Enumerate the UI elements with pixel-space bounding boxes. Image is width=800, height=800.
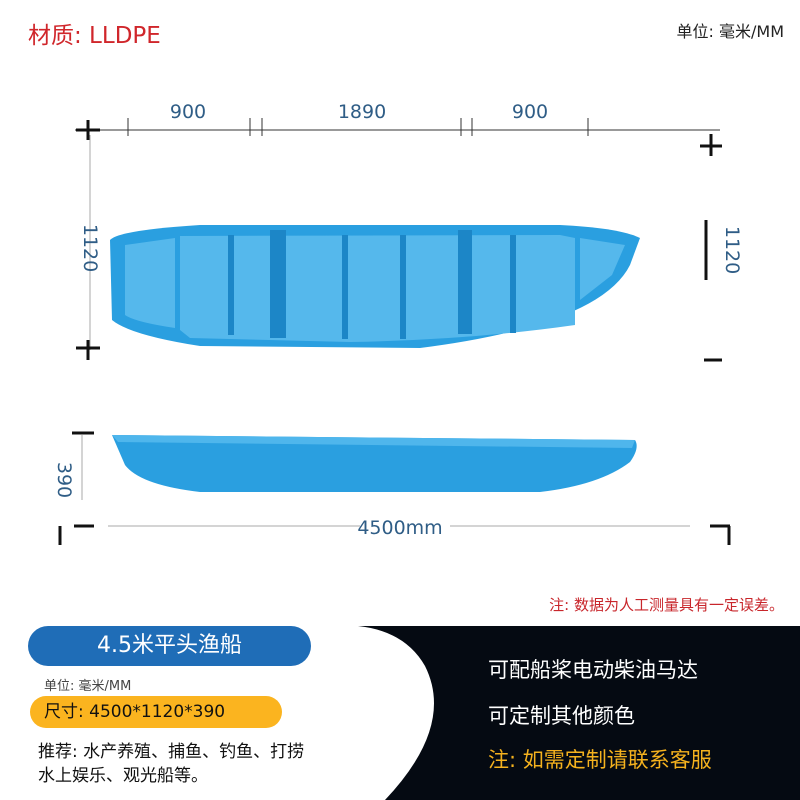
dark-panel-shape <box>358 626 800 800</box>
dim-height: 390 <box>53 462 75 498</box>
measurement-note: 注: 数据为人工测量具有一定误差。 <box>549 596 784 614</box>
top-dimension-lines <box>75 118 720 350</box>
dim-segment-3: 900 <box>512 101 548 123</box>
product-unit: 单位: 毫米/MM <box>44 679 132 694</box>
boat-top-view <box>110 225 640 348</box>
dark-panel <box>358 626 800 800</box>
feature-color: 可定制其他颜色 <box>488 704 635 728</box>
feature-custom-note: 注: 如需定制请联系客服 <box>488 748 712 772</box>
recommend-line-2: 水上娱乐、观光船等。 <box>38 766 208 786</box>
product-title: 4.5米平头渔船 <box>28 626 311 666</box>
corner-markers <box>58 120 731 545</box>
dim-segment-1: 900 <box>170 101 206 123</box>
dim-width-right: 1120 <box>721 226 743 274</box>
boat-dimension-diagram: 900 1890 900 1120 1120 390 4500mm <box>53 101 743 545</box>
dim-segment-2: 1890 <box>338 101 386 123</box>
recommend-line-1: 推荐: 水产养殖、捕鱼、钓鱼、打捞 <box>38 742 305 762</box>
unit-label: 单位: 毫米/MM <box>676 22 784 41</box>
boat-side-view <box>112 435 637 492</box>
feature-motor: 可配船桨电动柴油马达 <box>488 658 698 682</box>
product-size: 尺寸: 4500*1120*390 <box>30 696 282 728</box>
material-label: 材质: LLDPE <box>28 23 161 49</box>
dim-width-left: 1120 <box>79 224 101 272</box>
dim-length: 4500mm <box>357 517 442 539</box>
